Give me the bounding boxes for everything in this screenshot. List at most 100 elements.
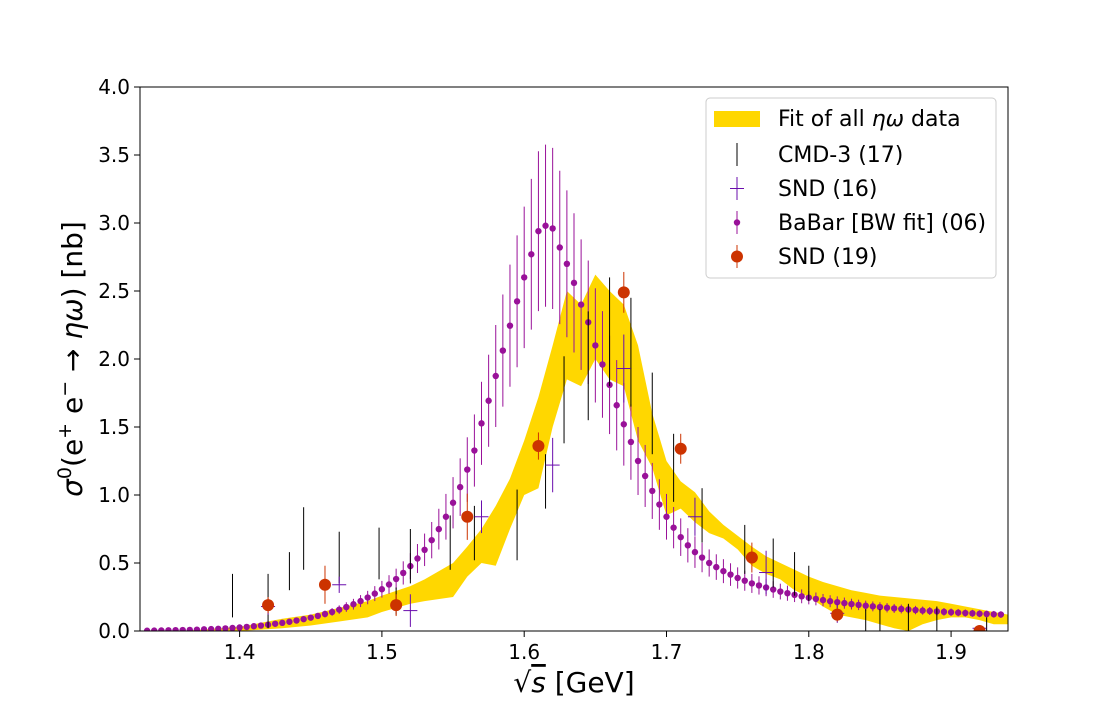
babar-point — [336, 606, 343, 613]
babar-point — [343, 603, 350, 611]
legend-label-snd16: SND (16) — [778, 177, 878, 202]
y-tick-label: 3.5 — [98, 143, 130, 167]
babar-point — [229, 624, 236, 631]
babar-point — [883, 604, 891, 611]
babar-point — [271, 620, 279, 627]
babar-point — [613, 402, 620, 409]
cmd3-series — [231, 277, 988, 631]
babar-point — [207, 625, 215, 631]
babar-point — [770, 586, 777, 593]
babar-point — [734, 574, 741, 582]
y-tick-label: 3.0 — [98, 211, 130, 235]
babar-point — [528, 251, 535, 258]
babar-point — [727, 571, 734, 578]
legend-label-cmd3: CMD-3 (17) — [778, 143, 903, 168]
babar-point — [620, 421, 628, 428]
x-tick-label: 1.7 — [651, 640, 683, 664]
y-tick-label: 2.5 — [98, 279, 130, 303]
babar-point — [656, 501, 663, 508]
babar-point — [371, 590, 378, 597]
snd19-point — [674, 442, 687, 455]
babar-point — [158, 627, 165, 631]
legend: Fit of all ηω data CMD-3 (17) SND (16) B… — [705, 97, 997, 279]
babar-point — [535, 227, 542, 235]
babar-point — [713, 563, 720, 571]
babar-point — [705, 559, 713, 567]
babar-point — [243, 623, 250, 631]
babar-point — [307, 614, 314, 621]
babar-point — [834, 598, 841, 606]
babar-point — [997, 611, 1005, 618]
babar-point — [321, 610, 329, 618]
babar-point — [513, 298, 521, 305]
babar-point — [492, 372, 499, 380]
babar-point — [236, 624, 243, 631]
babar-point — [777, 588, 784, 595]
babar-point — [862, 602, 869, 609]
babar-point — [912, 606, 919, 614]
babar-point — [471, 447, 478, 454]
babar-point — [649, 487, 656, 495]
x-tick-label: 1.9 — [935, 640, 967, 664]
babar-point — [300, 615, 307, 623]
babar-point — [748, 580, 756, 587]
babar-point — [940, 608, 948, 616]
babar-point — [442, 513, 450, 520]
babar-point — [215, 625, 222, 631]
babar-point — [855, 601, 862, 609]
babar-point — [663, 513, 670, 520]
snd19-point — [617, 286, 630, 299]
snd19-point — [831, 608, 844, 621]
babar-point — [634, 457, 642, 465]
y-axis: 0.0 0.5 1.0 1.5 2.0 2.5 3.0 3.5 4.0 — [98, 75, 140, 643]
babar-point — [684, 542, 692, 549]
babar-point — [456, 483, 464, 491]
babar-point — [919, 607, 926, 614]
x-axis-label: √s [GeV] — [513, 666, 634, 699]
babar-point — [698, 554, 706, 561]
babar-point — [350, 601, 357, 608]
babar-point — [947, 609, 955, 616]
snd19-point — [318, 578, 331, 591]
legend-label-snd19: SND (19) — [778, 245, 878, 270]
babar-point — [969, 610, 976, 617]
babar-point — [485, 397, 492, 404]
babar-point — [926, 607, 933, 615]
babar-point — [392, 575, 400, 583]
babar-point — [876, 603, 884, 611]
babar-point — [755, 582, 763, 589]
babar-point — [435, 525, 443, 533]
babar-point — [570, 279, 578, 287]
babar-point — [677, 533, 684, 541]
snd19-point — [973, 625, 986, 631]
y-tick-label: 2.0 — [98, 347, 130, 371]
legend-label-babar: BaBar [BW fit] (06) — [778, 211, 986, 236]
x-tick-label: 1.8 — [793, 640, 825, 664]
babar-point — [151, 627, 158, 631]
legend-marker-snd16 — [730, 177, 744, 200]
babar-point — [627, 438, 635, 446]
snd19-point — [390, 599, 403, 612]
y-axis-label: σ0(e+ e− → ηω) [nb] — [54, 221, 89, 497]
babar-point — [841, 599, 848, 607]
x-axis: 1.4 1.5 1.6 1.7 1.8 1.9 — [224, 631, 967, 664]
babar-point — [279, 619, 286, 627]
babar-point — [556, 244, 563, 251]
babar-point — [812, 595, 820, 603]
babar-point — [478, 420, 485, 427]
babar-point — [563, 260, 571, 267]
babar-point — [364, 594, 371, 601]
babar-point — [464, 466, 471, 473]
babar-point — [983, 610, 990, 618]
babar-point — [200, 626, 208, 631]
babar-point — [520, 274, 528, 281]
babar-point — [641, 472, 649, 480]
babar-point — [506, 322, 514, 329]
babar-point — [172, 626, 179, 631]
babar-point — [549, 225, 556, 232]
babar-point — [385, 581, 393, 588]
babar-point — [414, 555, 421, 562]
snd19-point — [532, 440, 545, 453]
babar-point — [143, 627, 151, 631]
babar-point — [720, 567, 727, 575]
